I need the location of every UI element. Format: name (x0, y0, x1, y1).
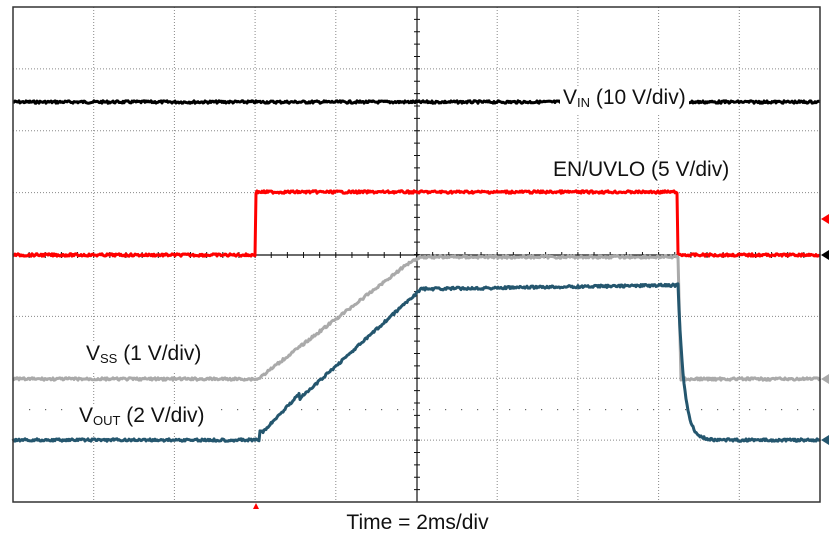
vin-label: VIN (10 V/div) (560, 86, 689, 115)
plot-frame (12, 6, 821, 503)
vout-label: VOUT (2 V/div) (76, 404, 208, 433)
channel-markers (253, 214, 829, 509)
en-uvlo-label: EN/UVLO (5 V/div) (550, 158, 733, 182)
vss-label: VSS (1 V/div) (83, 342, 205, 371)
x-axis-label: Time = 2ms/div (346, 511, 489, 534)
